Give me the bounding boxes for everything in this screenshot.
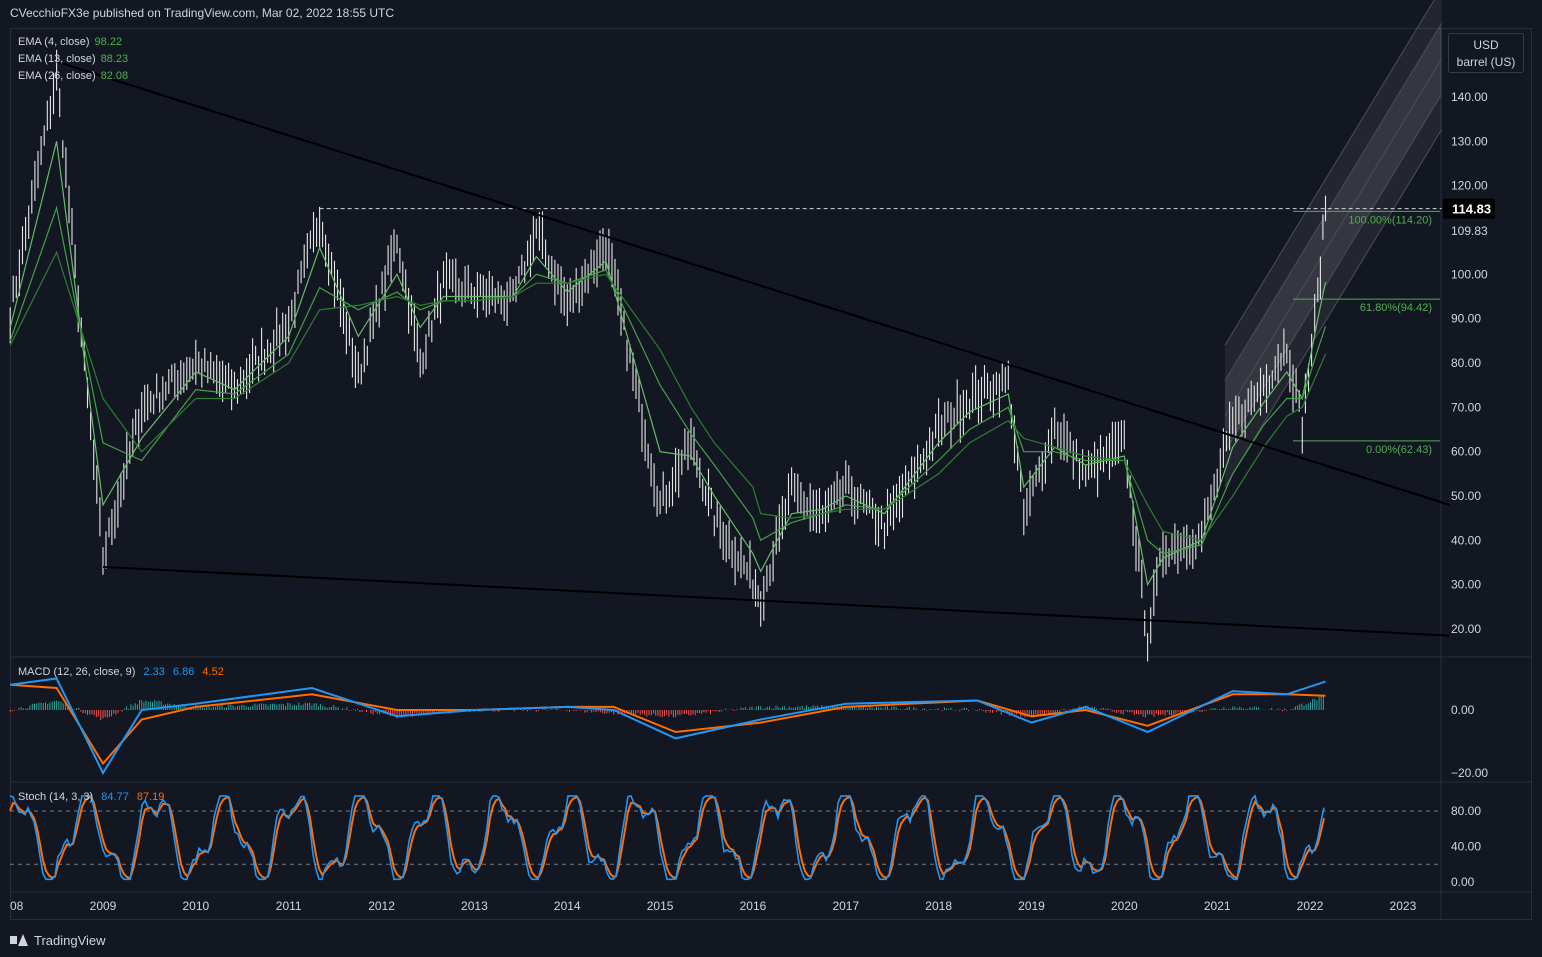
price-tick-label: 109.83 (1451, 224, 1488, 238)
macd-histogram-positive (18, 694, 1324, 710)
price-tick-label: 30.00 (1451, 578, 1481, 592)
price-tick-label: 80.00 (1451, 356, 1481, 370)
macd-line (10, 677, 1326, 776)
ema-line-3 (9, 250, 1327, 541)
fibonacci-retracement: 100.00%(114.20) 61.80%(94.42) 0.00%(62.43) (1293, 210, 1440, 456)
ema-legend: EMA (4, close) 98.22 EMA (13, close) 88.23… (18, 34, 128, 85)
time-tick-label: 08 (10, 899, 24, 913)
price-bars (9, 49, 1327, 662)
stoch-tick-label: 0.00 (1451, 875, 1475, 889)
last-price-tag-label: 114.83 (1452, 202, 1491, 217)
tradingview-brand: TradingView (34, 932, 106, 948)
price-tick-label: 130.00 (1451, 134, 1488, 148)
stoch-tick-label: 40.00 (1451, 840, 1481, 854)
price-tick-label: 60.00 (1451, 445, 1481, 459)
fib-level-label-2: 0.00%(62.43) (1366, 444, 1432, 456)
pitchfork-line-0 (1224, 129, 1443, 488)
time-tick-label: 2011 (276, 899, 302, 913)
time-tick-label: 2014 (554, 899, 581, 913)
time-tick-label: 2015 (647, 899, 674, 913)
macd-legend[interactable]: MACD (12, 26, close, 9) 2.33 6.86 4.52 (18, 666, 224, 678)
pitchfork-line-3 (1224, 22, 1443, 381)
ema-legend-13[interactable]: EMA (13, close) 88.23 (18, 53, 129, 65)
time-tick-label: 2020 (1111, 899, 1138, 913)
trendline-upper (56, 60, 1450, 506)
tradingview-logo-icon (10, 934, 28, 946)
macd-histogram (9, 694, 1324, 721)
tradingview-footer[interactable]: TradingView (10, 930, 106, 950)
price-tick-label: 70.00 (1451, 400, 1481, 414)
time-tick-label: 2016 (740, 899, 767, 913)
currency-label: USD (1473, 38, 1499, 52)
last-price-tag: 114.83 (1443, 198, 1495, 219)
ema-legend-4[interactable]: EMA (4, close) 98.22 (18, 36, 123, 48)
price-tick-label: 120.00 (1451, 179, 1488, 193)
publisher-header: CVecchioFX3e published on TradingView.co… (10, 6, 394, 20)
time-tick-label: 2010 (182, 899, 209, 913)
stoch-k-line (9, 794, 1325, 881)
macd-signal-line (10, 683, 1326, 766)
time-tick-label: 2022 (1297, 899, 1324, 913)
price-tick-label: 20.00 (1451, 622, 1481, 636)
ema-line-1 (9, 141, 1327, 587)
stoch-d-line (9, 795, 1325, 880)
time-tick-label: 2013 (461, 899, 488, 913)
time-tick-label: 2012 (368, 899, 395, 913)
fib-level-label-1: 61.80%(94.42) (1360, 302, 1432, 314)
macd-tick-label: 0.00 (1451, 703, 1475, 717)
time-tick-label: 2009 (90, 899, 117, 913)
pitchfork-channel (1224, 0, 1443, 488)
pitchfork-line-4 (1224, 0, 1435, 346)
fib-level-label-0: 100.00%(114.20) (1348, 214, 1432, 226)
stoch-tick-label: 80.00 (1451, 804, 1481, 818)
time-tick-label: 2017 (832, 899, 859, 913)
ema-line-2 (9, 205, 1327, 555)
pitchfork-fill (1224, 0, 1442, 488)
pitchfork-line-2 (1224, 58, 1443, 417)
price-bar-wicks (9, 49, 1327, 662)
price-tick-label: 40.00 (1451, 533, 1481, 547)
stoch-legend[interactable]: Stoch (14, 3, 3) 84.77 87.19 (18, 791, 165, 803)
time-tick-label: 2023 (1390, 899, 1417, 913)
last-price-tag-bg (1443, 198, 1495, 219)
price-tick-label: 140.00 (1451, 90, 1488, 104)
ema-legend-26[interactable]: EMA (26, close) 82.08 (18, 70, 129, 82)
price-tick-label: 50.00 (1451, 489, 1481, 503)
chart-frame[interactable] (10, 28, 1532, 920)
macd-tick-label: −20.00 (1451, 766, 1488, 780)
currency-unit-selector[interactable]: USD barrel (US) (1448, 33, 1524, 73)
time-tick-label: 2021 (1204, 899, 1231, 913)
unit-label: barrel (US) (1456, 55, 1516, 69)
time-tick-label: 2018 (925, 899, 952, 913)
trendline-lower (102, 565, 1450, 637)
price-tick-label: 100.00 (1451, 267, 1488, 281)
price-tick-label: 90.00 (1451, 312, 1481, 326)
time-tick-label: 2019 (1018, 899, 1045, 913)
